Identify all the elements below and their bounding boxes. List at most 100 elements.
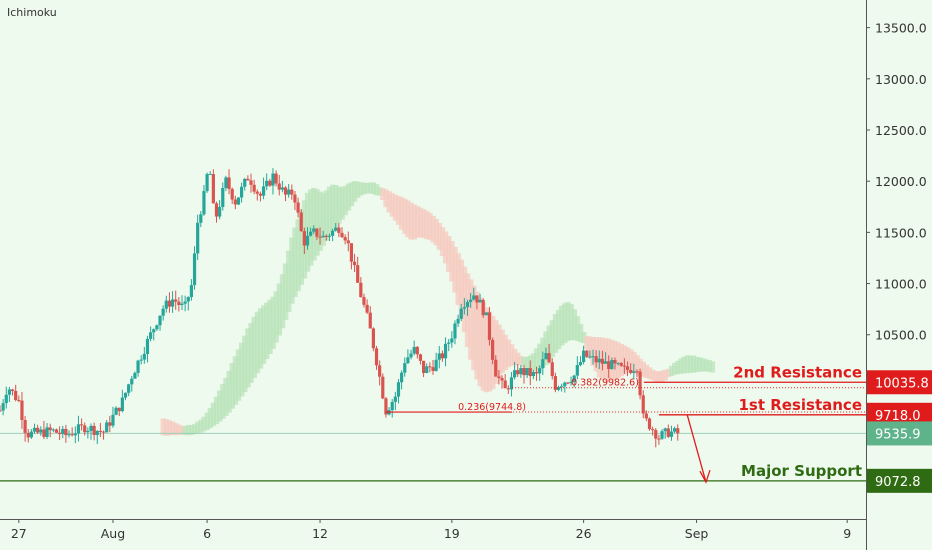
cloud-segment bbox=[286, 250, 292, 312]
candle bbox=[569, 376, 573, 386]
candle-body bbox=[196, 222, 200, 254]
candle-body bbox=[428, 366, 432, 368]
candle bbox=[638, 368, 642, 400]
cloud-segment bbox=[232, 356, 239, 405]
candle bbox=[437, 346, 441, 369]
candle-body bbox=[164, 300, 168, 309]
candle-body bbox=[487, 312, 492, 340]
candle bbox=[657, 434, 661, 445]
cloud-segment bbox=[446, 236, 452, 272]
candle bbox=[343, 234, 347, 245]
candle bbox=[309, 227, 313, 237]
cloud-segment bbox=[672, 362, 678, 375]
candle-body bbox=[544, 353, 548, 360]
candle bbox=[352, 253, 357, 273]
candle-body bbox=[506, 388, 510, 390]
cloud-segment bbox=[399, 197, 405, 230]
candle bbox=[111, 406, 115, 428]
candle bbox=[261, 177, 266, 200]
cloud-segment bbox=[169, 421, 176, 435]
cloud-segment bbox=[700, 358, 706, 372]
cloud-segment bbox=[496, 324, 502, 378]
candle-body bbox=[305, 235, 310, 246]
candle-body bbox=[23, 419, 27, 433]
candle-body bbox=[183, 301, 187, 304]
cloud-segment bbox=[565, 302, 571, 341]
cloud-segment bbox=[176, 424, 182, 435]
candle-body bbox=[607, 361, 611, 370]
cloud-segment bbox=[195, 421, 201, 434]
cloud-segment bbox=[455, 253, 461, 306]
cloud-segment bbox=[267, 299, 273, 355]
candle-body bbox=[76, 424, 81, 434]
candle bbox=[64, 424, 68, 443]
candle bbox=[651, 426, 655, 436]
candle-body bbox=[111, 414, 115, 426]
candle-body bbox=[647, 418, 652, 430]
candle bbox=[503, 374, 507, 389]
candle-body bbox=[161, 308, 165, 316]
candle-body bbox=[1, 403, 5, 411]
cloud-segment bbox=[703, 359, 709, 372]
candle bbox=[538, 365, 542, 381]
candle bbox=[321, 230, 325, 238]
cloud-segment bbox=[656, 371, 662, 384]
x-tick-label: 6 bbox=[203, 526, 211, 541]
candle-body bbox=[98, 430, 103, 432]
cloud-segment bbox=[217, 390, 223, 422]
candle bbox=[120, 389, 124, 413]
cloud-segment bbox=[264, 302, 270, 360]
candle-body bbox=[663, 428, 667, 432]
cloud-segment bbox=[581, 331, 587, 344]
projection-arrow bbox=[686, 414, 707, 483]
cloud-segment bbox=[308, 189, 314, 266]
candle bbox=[73, 426, 77, 444]
candle bbox=[287, 184, 291, 198]
cloud-segment bbox=[659, 370, 665, 384]
candle bbox=[629, 363, 633, 375]
cloud-segment bbox=[235, 349, 242, 401]
candle bbox=[265, 173, 269, 191]
candle bbox=[158, 315, 162, 331]
cloud-segment bbox=[191, 424, 198, 435]
candle bbox=[318, 227, 322, 245]
cloud-segment bbox=[289, 237, 295, 304]
candle-body bbox=[525, 368, 529, 376]
candle-body bbox=[36, 427, 40, 433]
cloud-segment bbox=[706, 360, 712, 372]
candle-body bbox=[654, 430, 658, 439]
candle-body bbox=[538, 368, 542, 374]
candle-body bbox=[569, 381, 573, 383]
candle-body bbox=[315, 228, 319, 237]
candle-body bbox=[10, 389, 15, 391]
candle-body bbox=[613, 360, 617, 364]
cloud-segment bbox=[204, 412, 210, 430]
candle-body bbox=[202, 191, 206, 215]
cloud-segment bbox=[681, 356, 687, 374]
candle-body bbox=[158, 315, 162, 326]
candle bbox=[243, 177, 247, 191]
candle bbox=[211, 169, 215, 204]
candle bbox=[130, 375, 134, 392]
candle-body bbox=[400, 372, 404, 383]
candle bbox=[152, 328, 156, 341]
candle bbox=[117, 407, 121, 417]
candle bbox=[553, 372, 557, 393]
candle-body bbox=[152, 329, 156, 333]
candle bbox=[32, 423, 37, 434]
candle bbox=[92, 422, 96, 441]
cloud-segment bbox=[631, 351, 637, 373]
candle bbox=[465, 299, 470, 316]
candle bbox=[192, 246, 197, 290]
candle-body bbox=[450, 338, 454, 343]
candle-body bbox=[290, 189, 294, 195]
cloud-segment bbox=[373, 184, 380, 196]
candle-body bbox=[462, 307, 466, 309]
candle-body bbox=[54, 429, 59, 433]
candle bbox=[378, 360, 382, 386]
tag-major-support-box bbox=[867, 468, 932, 493]
candle-body bbox=[553, 376, 557, 390]
candle-body bbox=[412, 346, 416, 354]
cloud-segment bbox=[524, 356, 530, 369]
